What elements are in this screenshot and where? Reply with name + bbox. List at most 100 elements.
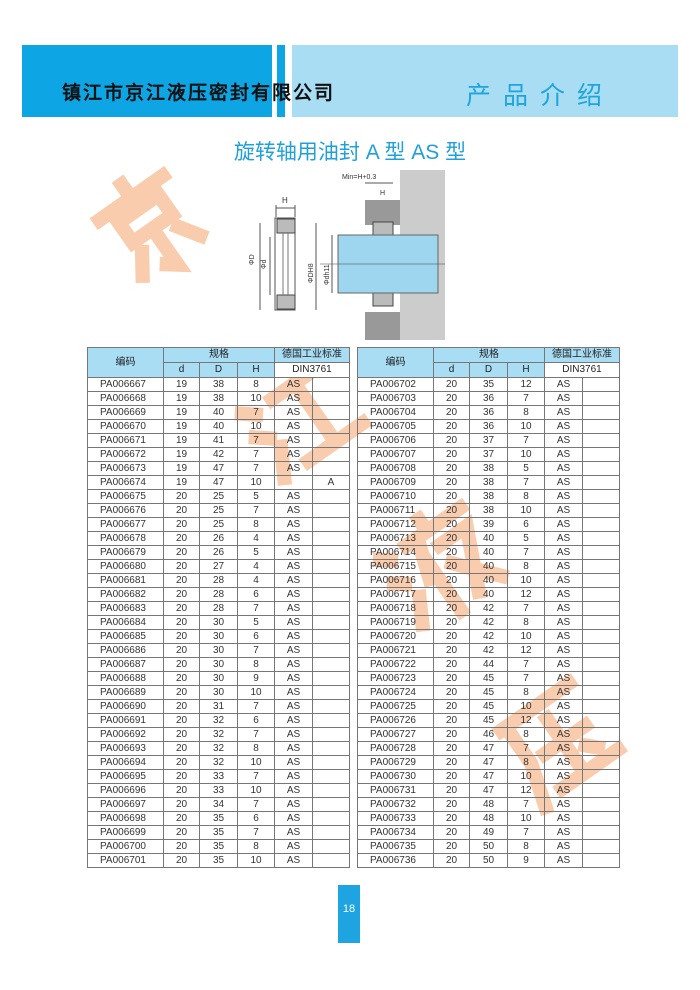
cell-D: 37 — [469, 447, 508, 462]
cell-as: AS — [274, 391, 313, 406]
cell-code: PA006715 — [357, 559, 434, 574]
table-row: PA006691 20 32 6 AS — [87, 713, 350, 728]
cell-a — [582, 825, 620, 840]
cell-D: 28 — [199, 587, 238, 602]
label-h: H — [282, 196, 288, 205]
cell-as: AS — [544, 713, 583, 728]
section-title: 产品介绍 — [466, 81, 615, 110]
cell-code: PA006694 — [87, 755, 164, 770]
cell-D: 31 — [199, 699, 238, 714]
cell-code: PA006732 — [357, 797, 434, 812]
cell-code: PA006736 — [357, 853, 434, 868]
cell-a — [582, 811, 620, 826]
cell-d: 20 — [433, 559, 470, 574]
cell-H: 7 — [237, 461, 275, 476]
cell-a — [312, 587, 350, 602]
cell-as: AS — [544, 657, 583, 672]
cell-d: 20 — [163, 657, 200, 672]
cell-H: 9 — [237, 671, 275, 686]
cell-code: PA006702 — [357, 377, 434, 392]
cell-as: AS — [544, 825, 583, 840]
cell-code: PA006685 — [87, 629, 164, 644]
table-row: PA006718 20 42 7 AS — [357, 601, 620, 616]
cell-as: AS — [274, 377, 313, 392]
cell-a — [582, 643, 620, 658]
cell-D: 35 — [469, 377, 508, 392]
cell-d: 20 — [163, 699, 200, 714]
cell-a — [312, 447, 350, 462]
cell-code: PA006713 — [357, 531, 434, 546]
cell-code: PA006708 — [357, 461, 434, 476]
cell-as: AS — [544, 769, 583, 784]
cell-H: 10 — [237, 853, 275, 868]
cell-as: AS — [274, 587, 313, 602]
cell-H: 7 — [237, 447, 275, 462]
cell-D: 25 — [199, 517, 238, 532]
table-row: PA006732 20 48 7 AS — [357, 797, 620, 812]
header-spec: 规格 — [163, 347, 275, 363]
cell-H: 10 — [237, 391, 275, 406]
table-row: PA006709 20 38 7 AS — [357, 475, 620, 490]
cell-a — [582, 741, 620, 756]
header-standard: 德国工业标准 — [274, 347, 350, 363]
label-dh11: Φdh11 — [324, 264, 331, 285]
cell-a — [312, 657, 350, 672]
cell-code: PA006700 — [87, 839, 164, 854]
cell-as: AS — [544, 461, 583, 476]
cell-H: 8 — [237, 839, 275, 854]
cell-D: 30 — [199, 629, 238, 644]
cell-D: 40 — [469, 545, 508, 560]
table-row: PA006681 20 28 4 AS — [87, 573, 350, 588]
cell-as: AS — [274, 447, 313, 462]
table-row: PA006708 20 38 5 AS — [357, 461, 620, 476]
cell-d: 20 — [433, 475, 470, 490]
cell-a: A — [312, 475, 350, 490]
cell-D: 47 — [469, 783, 508, 798]
cell-D: 39 — [469, 517, 508, 532]
table-row: PA006672 19 42 7 AS — [87, 447, 350, 462]
cell-D: 47 — [469, 741, 508, 756]
cell-d: 20 — [433, 811, 470, 826]
cell-as: AS — [544, 615, 583, 630]
cell-a — [582, 853, 620, 868]
table-row: PA006679 20 26 5 AS — [87, 545, 350, 560]
cell-code: PA006733 — [357, 811, 434, 826]
cell-D: 32 — [199, 741, 238, 756]
cell-as: AS — [544, 531, 583, 546]
cell-H: 8 — [237, 657, 275, 672]
cell-H: 4 — [237, 531, 275, 546]
cell-d: 20 — [433, 839, 470, 854]
cell-H: 6 — [237, 629, 275, 644]
cell-code: PA006677 — [87, 517, 164, 532]
label-min: Min=H+0.3 — [342, 174, 376, 181]
cell-as: AS — [544, 699, 583, 714]
cell-D: 44 — [469, 657, 508, 672]
table-row: PA006721 20 42 12 AS — [357, 643, 620, 658]
cell-d: 20 — [433, 601, 470, 616]
cell-d: 20 — [433, 573, 470, 588]
cell-H: 6 — [507, 517, 545, 532]
table-row: PA006668 19 38 10 AS — [87, 391, 350, 406]
table-row: PA006693 20 32 8 AS — [87, 741, 350, 756]
cell-D: 30 — [199, 615, 238, 630]
cell-d: 20 — [163, 615, 200, 630]
cell-as: AS — [274, 517, 313, 532]
cell-a — [582, 531, 620, 546]
cell-code: PA006693 — [87, 741, 164, 756]
cell-d: 20 — [433, 671, 470, 686]
cell-a — [582, 769, 620, 784]
cell-code: PA006704 — [357, 405, 434, 420]
cell-d: 20 — [433, 377, 470, 392]
table-row: PA006707 20 37 10 AS — [357, 447, 620, 462]
cell-D: 35 — [199, 825, 238, 840]
table-row: PA006692 20 32 7 AS — [87, 727, 350, 742]
cell-H: 6 — [237, 811, 275, 826]
cell-H: 7 — [237, 405, 275, 420]
cell-as: AS — [544, 489, 583, 504]
cell-as: AS — [274, 503, 313, 518]
cell-as: AS — [274, 797, 313, 812]
cell-H: 7 — [507, 475, 545, 490]
company-name: 镇江市京江液压密封有限公司 — [62, 82, 336, 104]
table-row: PA006667 19 38 8 AS — [87, 377, 350, 392]
cell-H: 7 — [237, 797, 275, 812]
